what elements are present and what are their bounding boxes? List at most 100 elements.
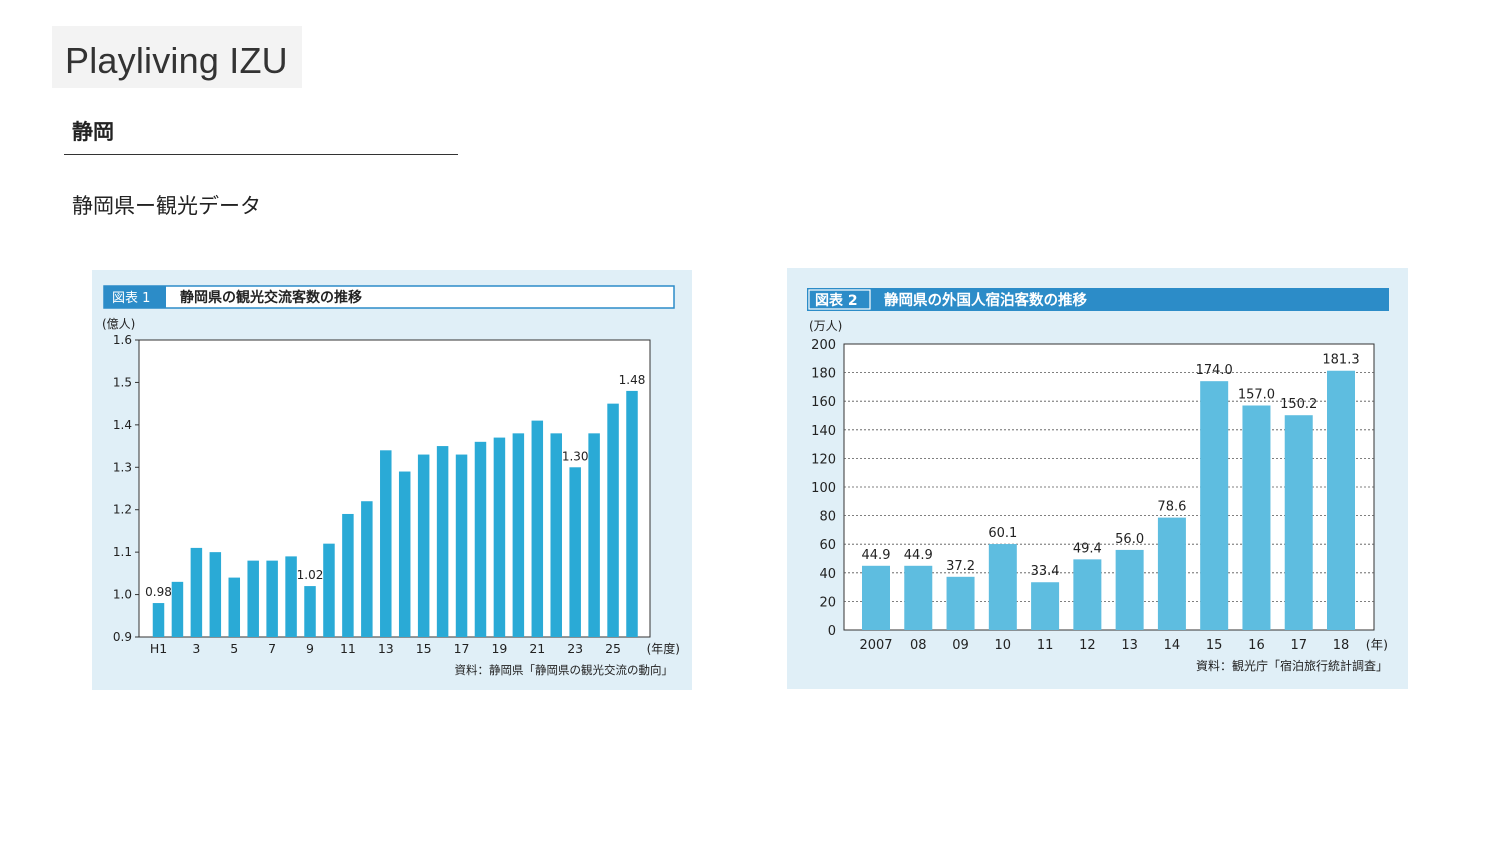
chart1-data-label: 1.02: [297, 568, 324, 582]
chart1-bar: [285, 556, 297, 637]
chart1-x-tick-label: 23: [567, 641, 583, 656]
chart1-bar: [512, 433, 525, 637]
chart2-bar: [946, 576, 975, 630]
chart1-y-tick-label: 0.9: [113, 630, 132, 644]
chart1-bar: [323, 543, 335, 637]
chart1-x-tick-label: 3: [192, 641, 200, 656]
chart1-bar: [455, 454, 468, 637]
chart1-y-tick-label: 1.6: [113, 333, 132, 347]
chart2-data-label: 78.6: [1157, 500, 1186, 515]
chart2-bar: [1115, 549, 1144, 630]
chart2-data-label: 44.9: [862, 548, 891, 563]
chart2-x-tick-label: 16: [1248, 638, 1265, 653]
chart2-y-tick-label: 180: [811, 367, 836, 382]
chart1-data-label: 1.48: [619, 373, 646, 387]
chart2-x-tick-label: 2007: [859, 638, 892, 653]
chart2-data-label: 49.4: [1073, 541, 1102, 556]
chart1-bar: [380, 450, 392, 637]
chart2-badge: 図表 2: [815, 292, 858, 309]
section-divider: [64, 154, 458, 155]
chart2-badge-frame: [808, 289, 871, 310]
chart1-bar: [266, 560, 278, 637]
chart1-x-tick-label: 7: [268, 641, 276, 656]
chart1-y-tick-label: 1.4: [113, 418, 132, 432]
chart1-y-tick-label: 1.2: [113, 503, 132, 517]
chart2-bar: [1031, 582, 1060, 630]
section-title: 静岡: [72, 120, 114, 144]
chart2-svg: 図表 2 静岡県の外国人宿泊客数の推移(万人)020406080100120140…: [807, 288, 1389, 673]
chart1-x-tick-label: 11: [340, 641, 356, 656]
chart2-y-tick-label: 60: [819, 538, 836, 553]
chart1-x-tick-label: 5: [230, 641, 238, 656]
chart1-svg: 図表 1 静岡県の観光交流客数の推移 (億人) 0.9 1.0 1.1 1.2 1.3 1.4 1…: [102, 285, 680, 677]
chart2-unit-label: (万人): [809, 319, 842, 333]
chart2-source: 資料：観光庁「宿泊旅行統計調査」: [1196, 658, 1388, 673]
chart1-bar: [550, 433, 562, 637]
chart1-bar: [361, 501, 373, 637]
chart2-y-tick-label: 40: [819, 567, 836, 582]
chart1-bar: [171, 581, 184, 637]
chart1-y-tick-label: 1.5: [113, 375, 132, 389]
chart2-bar: [1327, 370, 1355, 630]
chart2-data-label: 60.1: [988, 526, 1017, 541]
chart1-y-tick-label: 1.0: [113, 588, 132, 602]
chart1-x-tick-label: 19: [491, 641, 507, 656]
chart1-x-tick-label: 15: [416, 641, 432, 656]
brand-box: Playliving IZU: [52, 26, 302, 88]
chart2-data-label: 150.2: [1280, 397, 1317, 412]
chart1-data-label: 0.98: [145, 585, 172, 599]
chart1-bar: [190, 547, 203, 637]
chart1-bar: [152, 603, 165, 637]
chart1-y-tick-label: 1.1: [113, 545, 132, 559]
chart1-x-tick-label: 25: [605, 641, 621, 656]
chart2-bar: [1242, 405, 1271, 630]
chart2-x-tick-label: 18: [1333, 638, 1350, 653]
chart1-bar: [588, 433, 600, 637]
chart1-x-tick-label: 13: [378, 641, 394, 656]
chart1-bar: [626, 390, 638, 637]
chart2-bar: [862, 565, 890, 630]
chart2-data-label: 174.0: [1196, 363, 1233, 378]
chart1-title: 静岡県の観光交流客数の推移: [180, 289, 362, 306]
chart2-y-tick-label: 120: [811, 452, 836, 467]
chart1-bar: [342, 513, 354, 637]
chart1-bar: [304, 586, 316, 637]
chart1-bar: [247, 560, 259, 637]
chart2-x-tick-label: 12: [1079, 638, 1096, 653]
chart1-plot-area: [138, 339, 651, 638]
chart2-x-unit-label: (年): [1366, 637, 1388, 652]
chart1-panel: 図表 1 静岡県の観光交流客数の推移 (億人) 0.9 1.0 1.1 1.2 1.3 1.4 1…: [92, 270, 692, 690]
chart1-x-tick-label: 9: [306, 641, 314, 656]
chart2-data-label: 44.9: [904, 548, 933, 563]
chart2-y-tick-label: 0: [828, 624, 836, 639]
chart1-bar: [607, 403, 619, 637]
chart1-bar: [531, 420, 544, 637]
chart2-bar: [904, 565, 933, 630]
chart2-bar: [1200, 381, 1229, 630]
chart1-bar: [209, 552, 222, 637]
chart2-data-label: 33.4: [1031, 564, 1060, 579]
chart2-x-tick-label: 17: [1290, 638, 1307, 653]
chart1-unit-label: (億人): [102, 317, 135, 331]
chart2-data-label: 181.3: [1322, 353, 1359, 368]
chart2-x-tick-label: 14: [1164, 638, 1181, 653]
chart1-badge-bg: [104, 286, 166, 308]
chart2-x-tick-label: 13: [1121, 638, 1138, 653]
chart2-y-tick-label: 100: [811, 481, 836, 496]
chart2-y-tick-label: 20: [819, 595, 836, 610]
chart1-bar: [417, 454, 430, 637]
chart1-bar: [474, 441, 487, 637]
chart1-bar: [493, 437, 506, 637]
page-subtitle: 静岡県ー観光データ: [72, 194, 261, 218]
chart2-bar: [988, 544, 1017, 630]
chart2-x-tick-label: 08: [910, 638, 927, 653]
chart2-y-tick-label: 160: [811, 395, 836, 410]
chart2-y-tick-label: 80: [819, 510, 836, 525]
chart2-bar: [1073, 559, 1102, 630]
chart2-bar: [1157, 517, 1186, 630]
chart1-bar: [398, 471, 411, 637]
chart1-y-tick-label: 1.3: [113, 460, 132, 474]
chart1-bar: [569, 467, 581, 637]
chart1-x-tick-label: 21: [529, 641, 545, 656]
chart2-panel: 図表 2 静岡県の外国人宿泊客数の推移 (万人) 0 20 40 60 80 100 120 140…: [787, 268, 1408, 689]
